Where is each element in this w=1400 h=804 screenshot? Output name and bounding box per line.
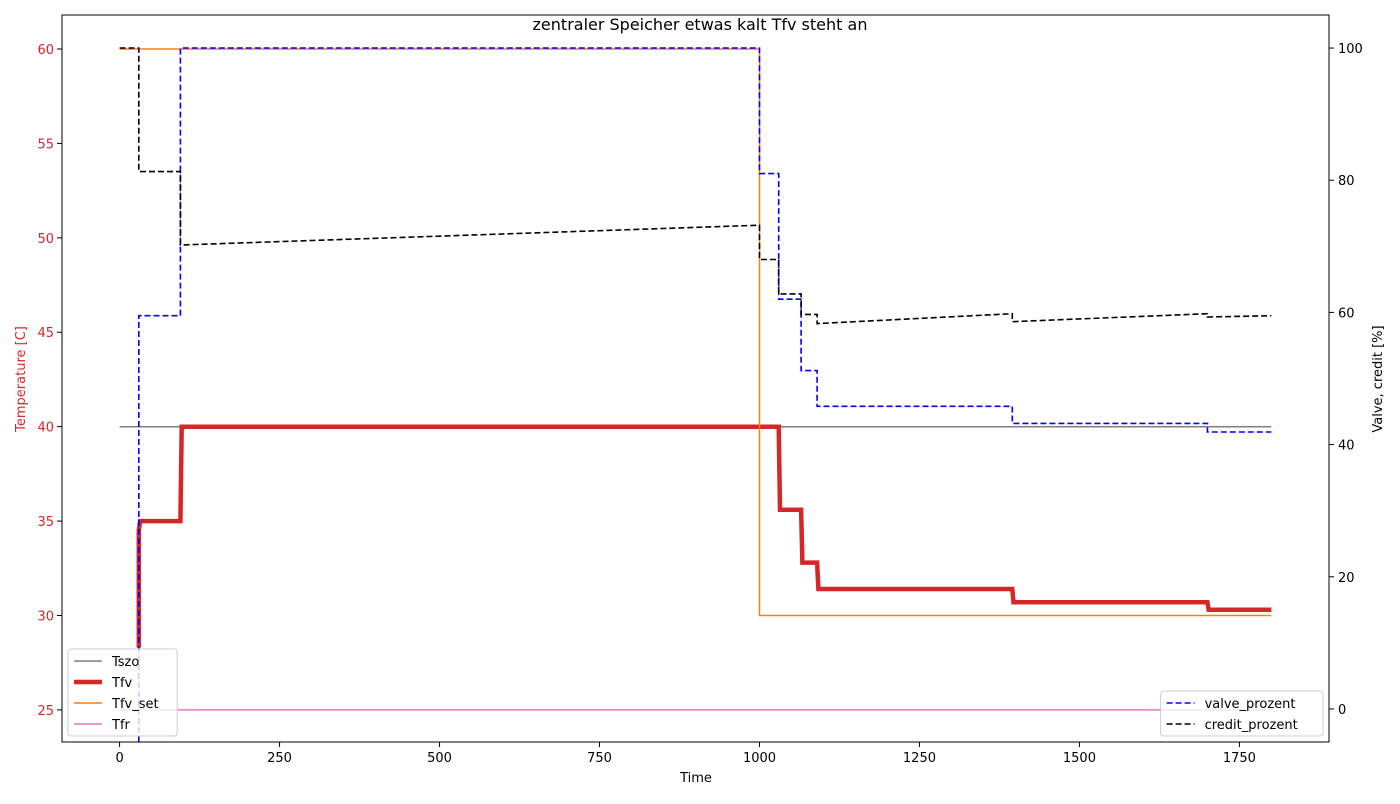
y-left-tick-label: 50 <box>37 232 54 247</box>
y-left-tick-label: 25 <box>37 704 54 719</box>
y-right-tick-label: 80 <box>1338 174 1355 189</box>
x-axis-label: Time <box>679 771 712 786</box>
x-tick-label: 750 <box>587 751 612 766</box>
legend-right: valve_prozent credit_prozent <box>1160 690 1324 737</box>
y-right-tick-label: 60 <box>1338 306 1355 321</box>
y-right-tick-label: 100 <box>1338 42 1363 57</box>
axes-layer: 0 250 500 750 1000 1250 1500 175025303540455055… <box>37 42 1362 766</box>
y-left-tick-label: 30 <box>37 609 54 624</box>
legend-label-tszo: Tszo <box>111 655 139 670</box>
x-tick-label: 250 <box>267 751 292 766</box>
chart-title: zentraler Speicher etwas kalt Tfv steht … <box>533 15 868 34</box>
y-axis-left-label: Temperature [C] <box>14 326 29 433</box>
x-tick-label: 1750 <box>1223 751 1256 766</box>
y-left-tick-label: 55 <box>37 137 54 152</box>
plot-frame <box>61 14 1330 743</box>
legend-left: Tszo Tfv Tfv_set Tfr <box>67 648 178 737</box>
series-line-tfv <box>136 424 1272 648</box>
y-right-tick-label: 20 <box>1338 571 1355 586</box>
x-tick-label: 1000 <box>743 751 776 766</box>
x-tick-label: 0 <box>115 751 123 766</box>
legend-box <box>67 648 178 737</box>
y-left-tick-label: 45 <box>37 326 54 341</box>
legend-box <box>1160 690 1324 737</box>
legend-label-credit-prozent: credit_prozent <box>1205 718 1298 733</box>
y-right-tick-label: 40 <box>1338 439 1355 454</box>
series-line-credit-prozent <box>119 47 1272 325</box>
series-line-valve-prozent <box>138 47 1272 742</box>
y-left-tick-label: 40 <box>37 421 54 436</box>
y-left-tick-label: 60 <box>37 43 54 58</box>
x-tick-label: 500 <box>427 751 452 766</box>
series-line-tfv-set <box>119 48 1272 617</box>
legend-label-tfr: Tfr <box>111 718 131 733</box>
legend-label-tfv-set: Tfv_set <box>111 697 159 712</box>
x-tick-label: 1500 <box>1063 751 1096 766</box>
y-axis-right-label: Valve, credit [%] <box>1371 325 1386 432</box>
x-tick-label: 1250 <box>903 751 936 766</box>
legend-label-tfv: Tfv <box>111 676 133 691</box>
y-left-tick-label: 35 <box>37 515 54 530</box>
y-right-tick-label: 0 <box>1338 703 1346 718</box>
series-layer <box>119 47 1272 742</box>
legend-label-valve-prozent: valve_prozent <box>1205 697 1296 712</box>
